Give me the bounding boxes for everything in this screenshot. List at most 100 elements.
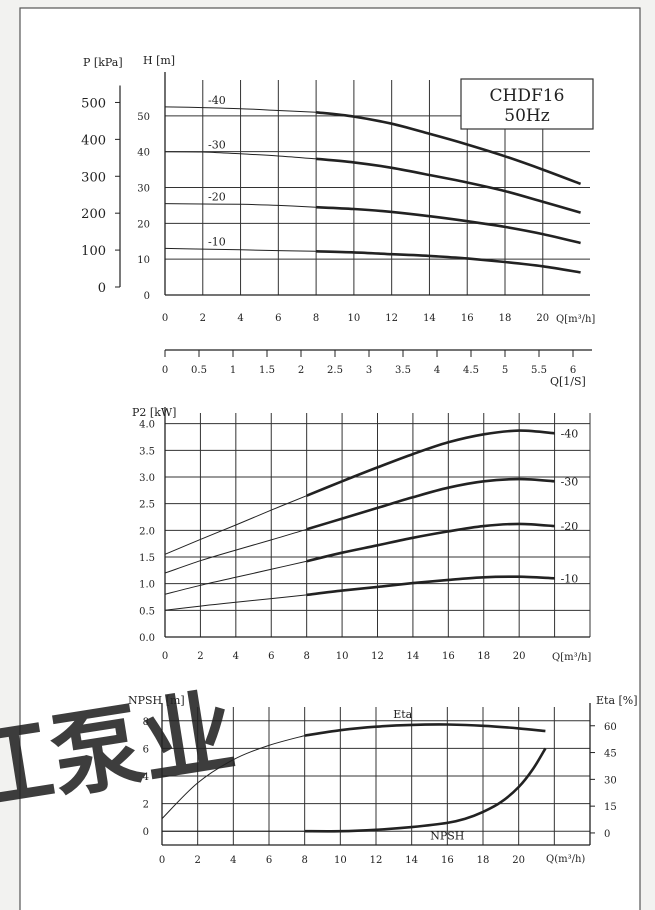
p-y-tick-label: 1.0: [139, 580, 155, 591]
h-y-tick-label: 40: [137, 148, 150, 159]
npsh-eta-chart: 0 2 4 6 8 10 12 14 16 18 20 0 2 4 6 8 0 15 30 45 60 Eta NPSH N…: [128, 694, 638, 866]
n-x-tick-label: 16: [441, 855, 454, 866]
eta-curve-label: Eta: [393, 708, 412, 721]
p-series-label: -40: [561, 427, 579, 440]
flow-axis-tick-label: 4.5: [463, 365, 479, 376]
pressure-tick-label: 0: [98, 281, 106, 296]
n-y-tick-label: 2: [143, 800, 149, 811]
eta-tick-label: 0: [604, 829, 610, 840]
p-curve-minus20-thin: [164, 560, 307, 595]
flow-axis-tick-label: 3: [366, 365, 372, 376]
h-x-tick-label: 12: [385, 313, 398, 324]
n-x-tick-label: 4: [230, 855, 236, 866]
h-x-tick-label: 6: [275, 313, 281, 324]
h-curve-minus10-thin: [164, 247, 317, 252]
model-name: CHDF16: [490, 86, 565, 106]
n-x-tick-label: 10: [334, 855, 347, 866]
p-y-tick-label: 0.0: [139, 633, 155, 644]
flow-axis-tick-label: 0.5: [191, 365, 207, 376]
pressure-tick-label: 500: [81, 96, 106, 111]
p-curve-minus20: [306, 522, 555, 563]
pressure-axis-title: P [kPa]: [83, 56, 123, 69]
n-y-tick-label: 6: [143, 744, 149, 755]
p-x-tick-label: 8: [303, 651, 309, 662]
p-y-tick-label: 1.5: [139, 553, 155, 564]
npsh-curve-label: NPSH: [430, 829, 464, 842]
p-y-tick-label: 0.5: [139, 606, 155, 617]
head-curves: [164, 106, 582, 274]
h-y-tick-label: 50: [137, 112, 150, 123]
p-y-tick-label: 2.0: [139, 526, 155, 537]
power-flow-chart: 0 2 4 6 8 10 12 14 16 18 20 0.0 0.5 1.0 1.5 2.0 2.5 3.0 3.…: [132, 406, 591, 663]
p-x-tick-label: 4: [233, 651, 239, 662]
h-series-label: -40: [208, 94, 226, 107]
p-x-tick-label: 6: [268, 651, 274, 662]
n-y-tick-label: 4: [143, 772, 149, 783]
flow-axis-tick-label: 5.5: [531, 365, 547, 376]
head-chart-grid: [115, 72, 590, 296]
p-curve-minus30-thin: [164, 528, 307, 574]
npsh-eta-curves: [161, 723, 547, 833]
h-x-tick-label: 18: [499, 313, 512, 324]
h-x-tick-label: 20: [536, 313, 549, 324]
flow-axis-tick-label: 0: [162, 365, 168, 376]
p-x-tick-label: 16: [442, 651, 455, 662]
n-x-tick-label: 18: [477, 855, 490, 866]
p-x-tick-label: 18: [477, 651, 490, 662]
eta-tick-label: 30: [604, 775, 617, 786]
n-x-tick-label: 14: [405, 855, 418, 866]
eta-curve-thin: [161, 735, 305, 820]
p-x-tick-label: 14: [407, 651, 420, 662]
n-y-tick-label: 0: [143, 827, 149, 838]
h-x-tick-label: 14: [423, 313, 436, 324]
n-x-tick-label: 8: [301, 855, 307, 866]
p-curve-minus40: [306, 429, 555, 497]
h-curve-minus20-thin: [164, 203, 317, 208]
p-y-tick-label: 4.0: [139, 420, 155, 431]
power-x-axis-title: Q[m³/h]: [552, 652, 591, 663]
head-x-axis-title: Q[m³/h]: [556, 314, 595, 325]
p-y-tick-label: 3.0: [139, 473, 155, 484]
flow-secondary-axis-title: Q[1/S]: [550, 375, 586, 388]
p-x-tick-label: 2: [197, 651, 203, 662]
p-x-tick-label: 20: [513, 651, 526, 662]
flow-axis-tick-label: 2: [298, 365, 304, 376]
h-x-tick-label: 2: [200, 313, 206, 324]
p-x-tick-label: 0: [162, 651, 168, 662]
h-curve-minus30-thin: [164, 151, 317, 160]
n-y-tick-label: 8: [143, 717, 149, 728]
h-y-tick-label: 30: [137, 184, 150, 195]
h-series-label: -30: [208, 139, 226, 152]
p-x-tick-label: 10: [336, 651, 349, 662]
eta-tick-label: 45: [604, 749, 617, 760]
power-chart-labels: 0 2 4 6 8 10 12 14 16 18 20 0.0 0.5 1.0 1.5 2.0 2.5 3.0 3.…: [139, 420, 578, 662]
eta-curve: [304, 723, 546, 737]
n-x-tick-label: 0: [159, 855, 165, 866]
npsh-chart-grid: [161, 703, 595, 846]
h-curve-minus40: [315, 111, 582, 186]
npsh-axis-title: NPSH [m]: [128, 694, 185, 707]
h-x-tick-label: 16: [461, 313, 474, 324]
flow-secondary-axis: 0 0.5 1 1.5 2 2.5 3 3.5 4 4.5 5 5.5 6: [162, 349, 592, 376]
flow-axis-tick-label: 1: [230, 365, 236, 376]
h-curve-minus30: [315, 157, 581, 214]
head-flow-chart: 0 2 4 6 8 10 12 14 16 18 2001020304050010020030040…: [81, 54, 595, 325]
flow-axis-tick-label: 4: [434, 365, 440, 376]
n-x-tick-label: 6: [266, 855, 272, 866]
p-curve-minus40-thin: [164, 495, 307, 555]
flow-axis-tick-label: 1.5: [259, 365, 275, 376]
npsh-curve: [304, 747, 547, 833]
h-x-tick-label: 8: [313, 313, 319, 324]
eta-tick-label: 60: [604, 722, 617, 733]
npsh-chart-labels: 0 2 4 6 8 10 12 14 16 18 20 0 2 4 6 8 0 15 30 45 60 Eta NPSH: [143, 708, 617, 866]
flow-axis-tick-label: 3.5: [395, 365, 411, 376]
power-chart-grid: [164, 407, 591, 638]
pressure-tick-label: 300: [81, 170, 106, 185]
h-y-tick-label: 10: [137, 255, 150, 266]
h-x-tick-label: 0: [162, 313, 168, 324]
p-curve-minus30: [306, 477, 555, 531]
pressure-tick-label: 100: [81, 244, 106, 259]
eta-axis-title: Eta [%]: [596, 694, 638, 707]
flow-axis-tick-label: 5: [502, 365, 508, 376]
